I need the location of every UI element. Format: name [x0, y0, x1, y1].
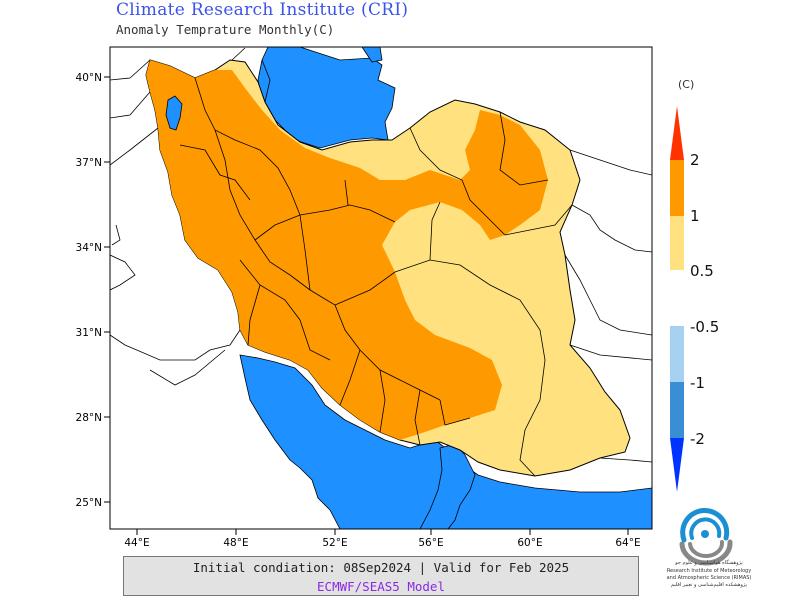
legend-swatch-neg-1-to-2: [670, 382, 684, 438]
lat-label-40: 40°N: [76, 72, 102, 84]
lat-label-37: 37°N: [76, 157, 102, 169]
lon-label-64: 64°E: [615, 537, 640, 549]
map-frame: [109, 46, 653, 530]
legend-swatch-above-2: [670, 106, 684, 160]
legend-label-neg-1: -1: [690, 374, 705, 392]
lat-label-25: 25°N: [76, 497, 102, 509]
footer-box: Initial condiation: 08Sep2024 | Valid fo…: [123, 556, 639, 596]
lat-label-28: 28°N: [76, 412, 102, 424]
logo-text-en1: Research Institute of Meteorology: [666, 568, 752, 574]
persian-gulf: [239, 354, 652, 529]
lon-label-44: 44°E: [124, 537, 149, 549]
province-borders: [179, 77, 573, 477]
legend-colorbar-cool: [670, 326, 684, 492]
caspian-sea-north: [361, 47, 383, 63]
institute-logo-icon: [679, 508, 733, 566]
lake-urmia-top: [165, 95, 183, 131]
logo-text-en2: and Atmospheric Science (RIMAS): [666, 575, 752, 581]
legend-swatch-1-to-2: [670, 160, 684, 216]
lon-label-60: 60°E: [517, 537, 542, 549]
footer-initial-condition: Initial condiation: 08Sep2024 | Valid fo…: [192, 560, 570, 575]
legend-unit: (C): [678, 78, 695, 91]
anomaly-yellow-patch-north: [430, 102, 462, 135]
page-subtitle: Anomaly Temprature Monthly(C): [116, 22, 335, 37]
legend-label-neg-2: -2: [690, 430, 705, 448]
legend-swatch-below-neg-2: [670, 438, 684, 492]
logo-text-fa: پژوهشگاه هواشناسی و علوم جو: [675, 560, 743, 566]
gulf-of-oman: [419, 443, 476, 529]
logo-text-fa2: پژوهشکده اقلیم‌شناسی و تغییر اقلیم: [670, 582, 748, 588]
anomaly-1-to-2-region: [146, 60, 548, 440]
lon-label-56: 56°E: [418, 537, 443, 549]
lat-label-34: 34°N: [76, 242, 102, 254]
lat-label-31: 31°N: [76, 327, 102, 339]
page-title: Climate Research Institute (CRI): [116, 0, 409, 20]
legend-swatch-neg-0-5-to-1: [670, 326, 684, 382]
legend-label-2: 2: [690, 151, 700, 169]
footer-model: ECMWF/SEAS5 Model: [317, 579, 445, 594]
legend-label-0-5: 0.5: [690, 262, 714, 280]
axis-ticks: [104, 76, 629, 535]
country-borders: [110, 47, 652, 463]
lon-label-48: 48°E: [223, 537, 248, 549]
legend-swatch-0-5-to-1: [670, 216, 684, 270]
legend-label-1: 1: [690, 207, 700, 225]
legend-label-neg-0-5: -0.5: [690, 318, 720, 336]
lon-label-52: 52°E: [322, 537, 347, 549]
legend-colorbar-warm: [670, 106, 684, 270]
